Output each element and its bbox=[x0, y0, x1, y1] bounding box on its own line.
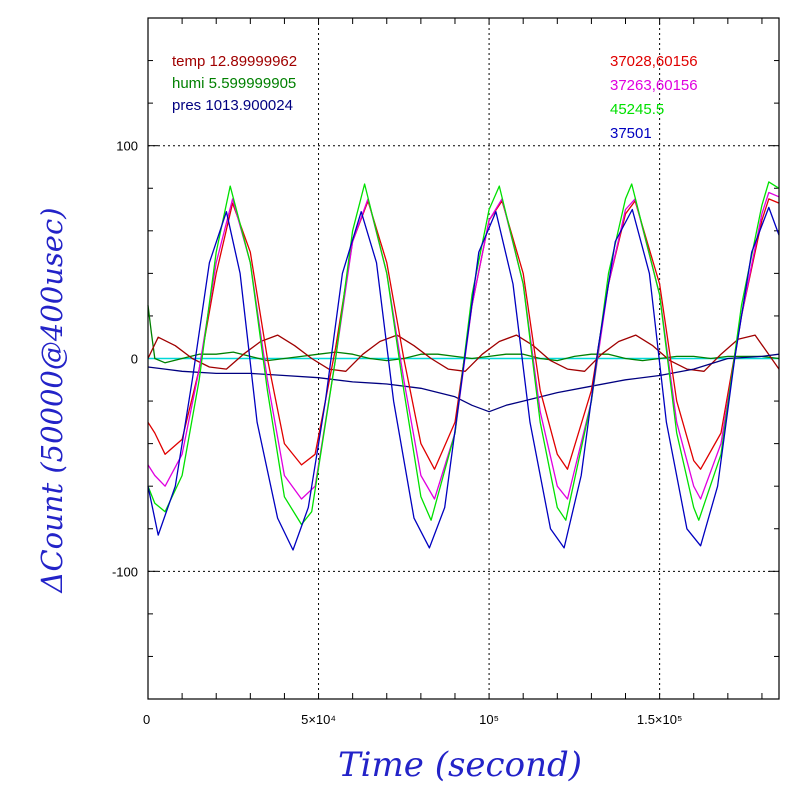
y-tick-label: 0 bbox=[131, 352, 138, 367]
x-tick-label: 10⁵ bbox=[479, 712, 499, 727]
y-tick-label: 100 bbox=[116, 139, 138, 154]
tick-labels: 0 5×10⁴ 10⁵ 1.5×10⁵ 100 0 -100 bbox=[112, 139, 682, 727]
x-tick-label: 5×10⁴ bbox=[301, 712, 336, 727]
legend-right-entry: 37263,60156 bbox=[610, 77, 698, 94]
x-tick-label: 1.5×10⁵ bbox=[637, 712, 683, 727]
y-tick-label: -100 bbox=[112, 564, 138, 579]
series-line bbox=[147, 206, 780, 551]
series-lines bbox=[147, 181, 780, 551]
series-line bbox=[147, 353, 780, 413]
legend-left-entry: temp 12.89999962 bbox=[172, 53, 297, 70]
y-axis-title: ΔCount (50000@400usec) bbox=[35, 207, 69, 593]
legend-right-entry: 37501 bbox=[610, 125, 652, 142]
legend-right-entry: 45245.5 bbox=[610, 101, 664, 118]
x-tick-label: 0 bbox=[143, 712, 150, 727]
legend-left-entry: humi 5.599999905 bbox=[172, 75, 296, 92]
legend-right: 37028,60156 37263,60156 45245.5 37501 bbox=[610, 53, 698, 142]
legend-left-entry: pres 1013.900024 bbox=[172, 97, 293, 114]
x-axis-title: Time (second) bbox=[338, 745, 582, 785]
legend-right-entry: 37028,60156 bbox=[610, 53, 698, 70]
legend-left: temp 12.89999962 humi 5.599999905 pres 101… bbox=[172, 53, 297, 114]
plot-frame bbox=[147, 17, 780, 700]
minor-ticks bbox=[148, 18, 779, 699]
